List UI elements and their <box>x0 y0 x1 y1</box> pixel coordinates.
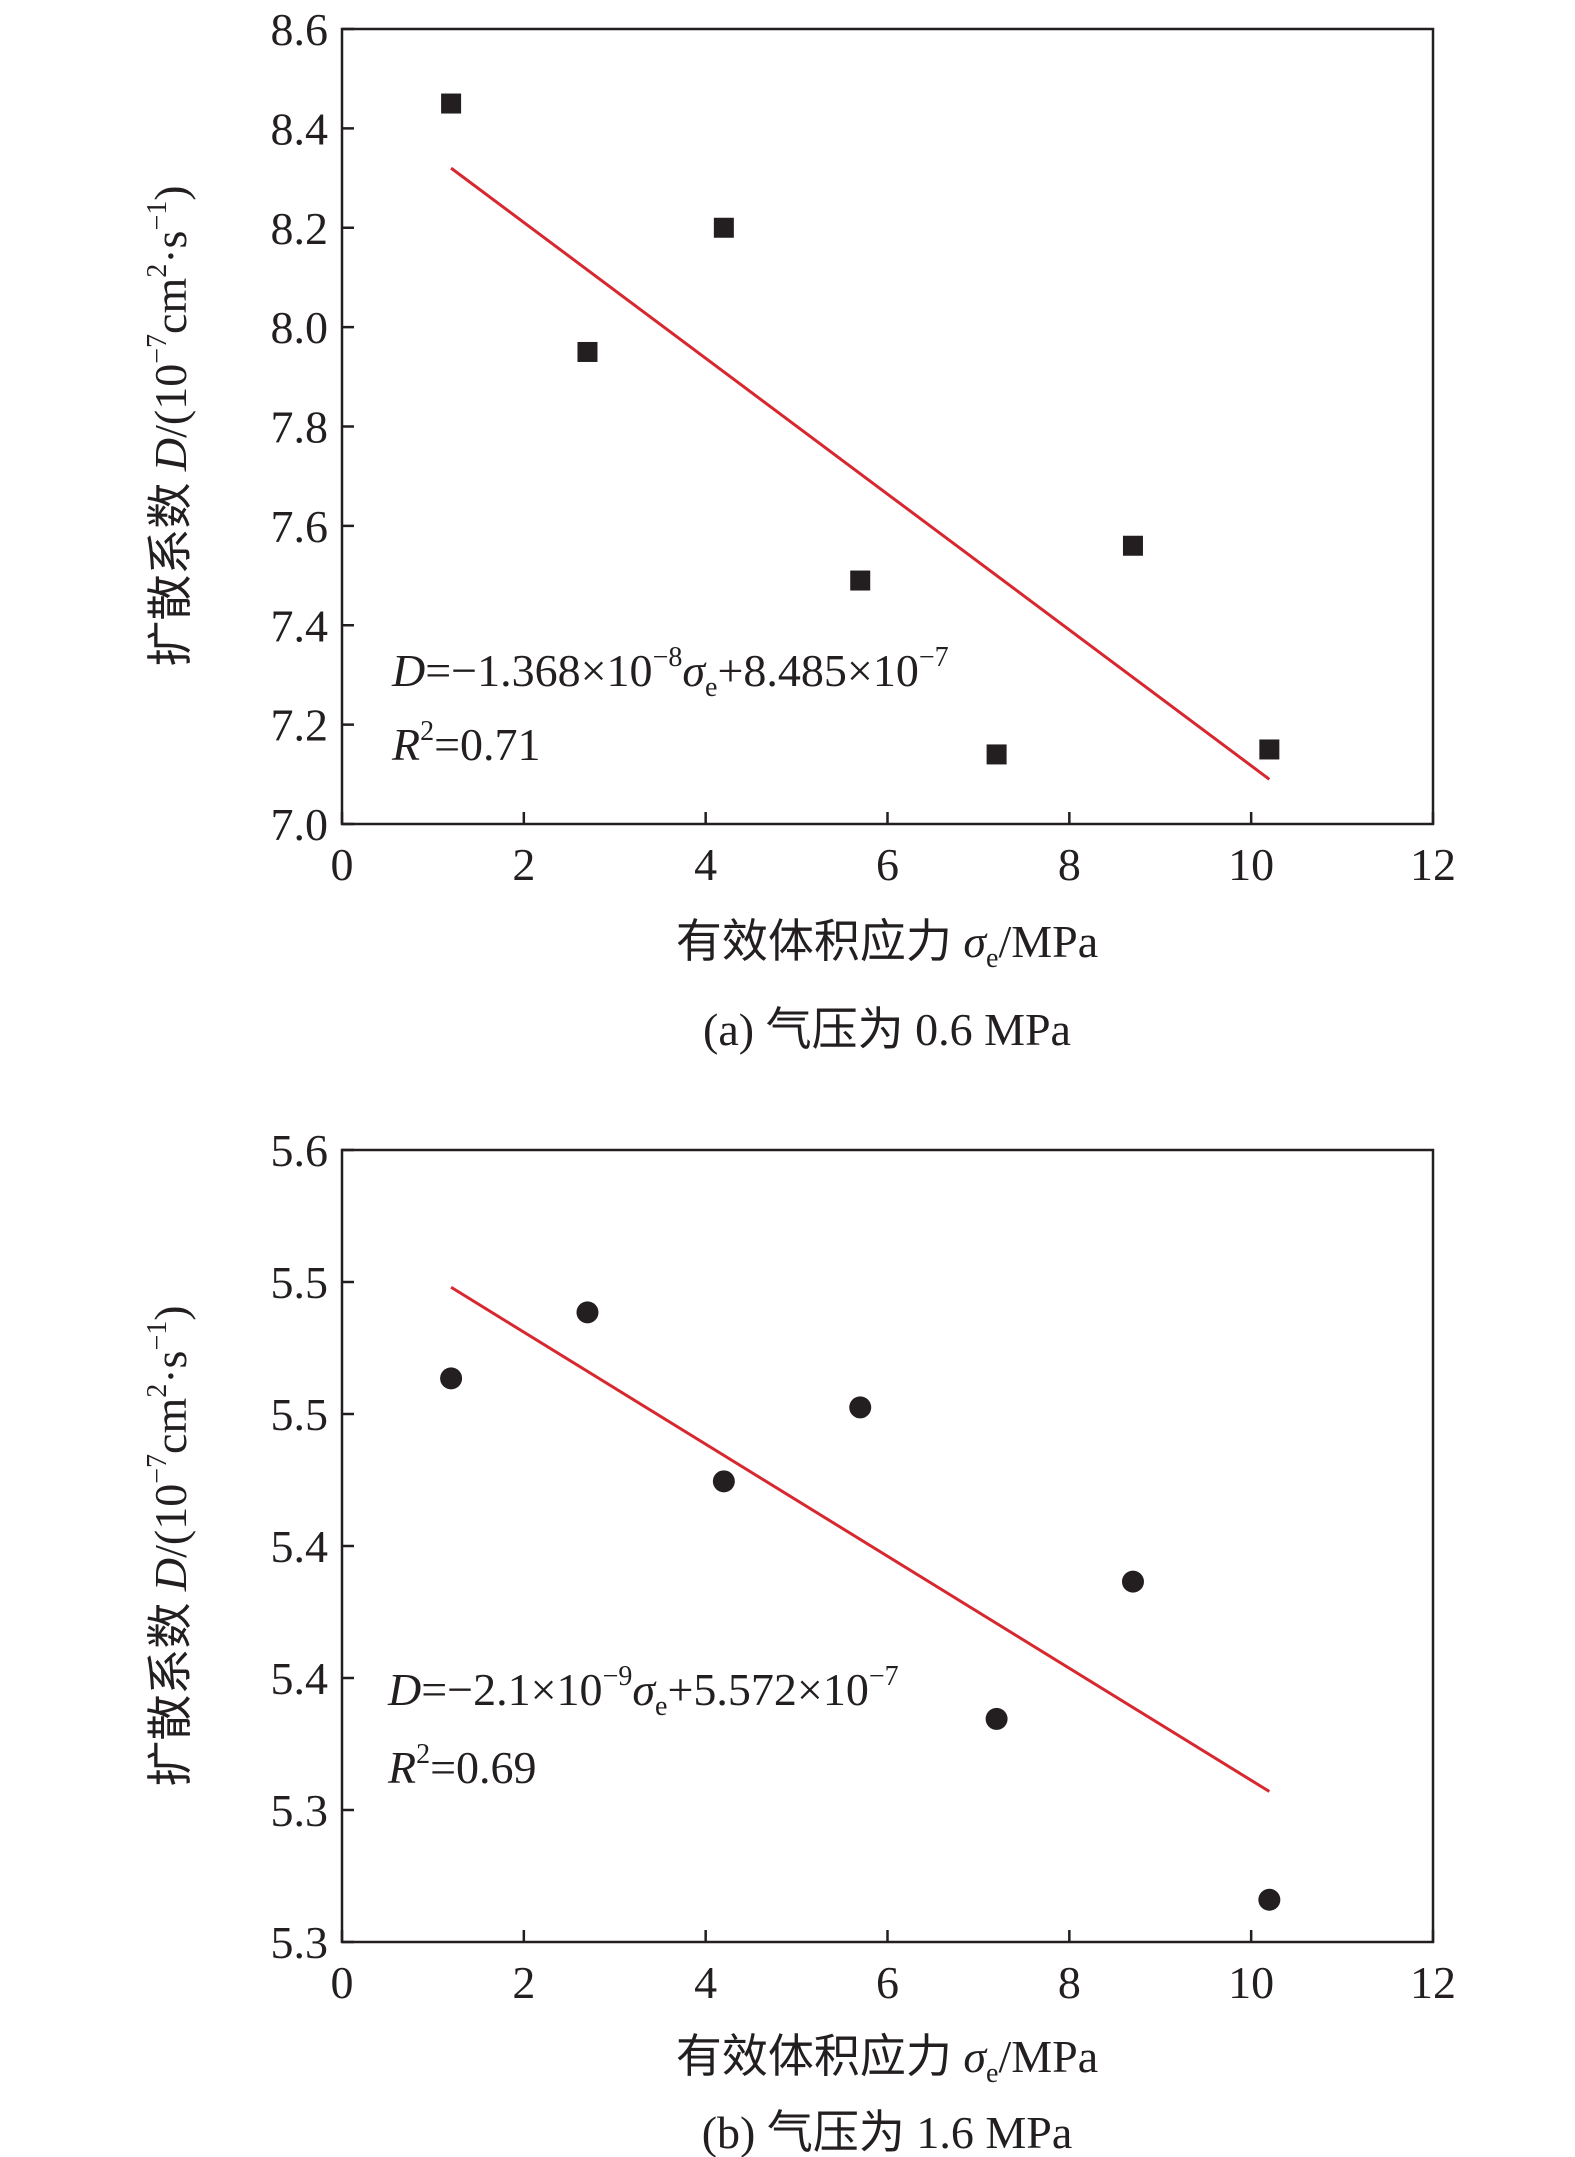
data-point <box>1258 1888 1281 1911</box>
x-tick-label: 2 <box>512 839 535 890</box>
x-tick-labels-b: 0 2 4 6 8 10 12 <box>331 1930 1456 2008</box>
data-point <box>985 1707 1008 1730</box>
x-tick-label: 4 <box>694 1957 717 2008</box>
data-point <box>440 1367 463 1390</box>
data-point <box>577 341 598 362</box>
caption-a: (a) 气压为 0.6 MPa <box>703 1004 1071 1055</box>
x-tick-label: 10 <box>1228 1957 1274 2008</box>
fit-line-b <box>450 1286 1271 1793</box>
data-point <box>1122 535 1143 556</box>
data-point <box>850 570 871 591</box>
x-tick-label: 0 <box>331 1957 354 2008</box>
y-tick-label: 7.0 <box>271 799 329 850</box>
y-tick-label: 8.2 <box>271 203 329 254</box>
equation-a: D=−1.368×10−8σe+8.485×10−7 <box>391 642 949 703</box>
data-points-b <box>440 1301 1281 1911</box>
plot-area-a <box>340 27 1435 826</box>
y-tick-label: 7.2 <box>271 700 329 751</box>
x-tick-label: 4 <box>694 839 717 890</box>
data-point <box>576 1301 599 1324</box>
x-tick-labels-a: 0 2 4 6 8 10 12 <box>331 812 1456 890</box>
y-tick-label: 7.4 <box>271 600 329 651</box>
y-tick-label: 8.6 <box>271 4 329 55</box>
x-tick-label: 8 <box>1058 839 1081 890</box>
x-tick-label: 2 <box>512 1957 535 2008</box>
y-tick-label: 8.0 <box>271 302 329 353</box>
data-point <box>712 1470 735 1493</box>
y-tick-label: 8.4 <box>271 103 329 154</box>
x-tick-label: 6 <box>876 839 899 890</box>
data-point <box>1259 739 1280 760</box>
data-point <box>713 217 734 238</box>
r-squared-b: R2=0.69 <box>387 1739 537 1793</box>
fit-line-a <box>450 166 1271 781</box>
y-tick-labels-b: 5.3 5.3 5.4 5.4 5.5 5.5 5.6 <box>271 1125 354 1968</box>
x-axis-label-a: 有效体积应力 σe/MPa <box>676 916 1098 974</box>
plot-area-b <box>340 1148 1435 1944</box>
chart-a: 7.0 7.2 7.4 7.6 7.8 8.0 8.2 8.4 8.6 0 2 4 6 8 10 12 D=… <box>142 4 1456 1055</box>
x-tick-label: 12 <box>1410 839 1456 890</box>
data-points-a <box>441 93 1280 765</box>
x-tick-label: 6 <box>876 1957 899 2008</box>
y-tick-label: 5.5 <box>271 1389 329 1440</box>
y-tick-label: 5.4 <box>271 1521 329 1572</box>
y-tick-label: 5.3 <box>271 1785 329 1836</box>
y-tick-label: 5.6 <box>271 1125 329 1176</box>
y-axis-label-a: 扩散系数 D/(10−7cm2·s−1) <box>142 185 196 666</box>
y-tick-label: 5.3 <box>271 1917 329 1968</box>
x-tick-label: 12 <box>1410 1957 1456 2008</box>
y-tick-label: 5.5 <box>271 1257 329 1308</box>
y-axis-label-b: 扩散系数 D/(10−7cm2·s−1) <box>142 1305 196 1786</box>
y-tick-labels-a: 7.0 7.2 7.4 7.6 7.8 8.0 8.2 8.4 8.6 <box>271 4 354 850</box>
x-tick-label: 10 <box>1228 839 1274 890</box>
y-tick-label: 7.8 <box>271 402 329 453</box>
data-point <box>849 1396 872 1419</box>
x-tick-label: 0 <box>331 839 354 890</box>
x-tick-label: 8 <box>1058 1957 1081 2008</box>
r-squared-a: R2=0.71 <box>391 716 541 770</box>
data-point <box>441 93 462 114</box>
y-tick-label: 7.6 <box>271 501 329 552</box>
data-point <box>986 744 1007 765</box>
data-point <box>1121 1570 1144 1593</box>
chart-b: 5.3 5.3 5.4 5.4 5.5 5.5 5.6 0 2 4 6 8 10 12 D=−2.1×1… <box>142 1125 1456 2157</box>
x-axis-label-b: 有效体积应力 σe/MPa <box>676 2031 1098 2089</box>
caption-b: (b) 气压为 1.6 MPa <box>702 2107 1073 2157</box>
y-tick-label: 5.4 <box>271 1653 329 1704</box>
equation-b: D=−2.1×10−9σe+5.572×10−7 <box>387 1661 899 1722</box>
